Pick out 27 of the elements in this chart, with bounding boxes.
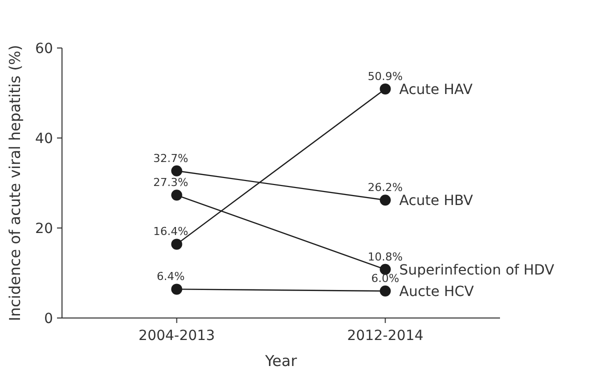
y-tick-label: 60 [35, 41, 53, 57]
x-tick-label: 2012-2014 [347, 328, 424, 344]
data-label: 10.8% [368, 250, 403, 264]
x-axis-title: Year [264, 352, 298, 370]
data-label: 26.2% [368, 181, 403, 194]
data-label: 6.4% [156, 270, 185, 284]
point [171, 165, 182, 176]
point [171, 238, 182, 250]
x-tick-label: 2004-2013 [138, 328, 215, 344]
data-label: 50.9% [368, 70, 403, 83]
data-label: 27.3% [153, 176, 188, 190]
data-label: 16.4% [153, 225, 188, 238]
point [171, 284, 182, 295]
y-axis-title: Incidence of acute viral hepatitis (%) [6, 44, 24, 322]
series-label: Superinfection of HDV [399, 262, 555, 278]
series-label: Acute HAV [399, 82, 473, 98]
y-tick-label: 0 [44, 311, 53, 327]
data-label: 6.0% [371, 272, 400, 285]
point [380, 286, 391, 296]
series-label: Acute HBV [399, 193, 474, 210]
point [171, 190, 182, 201]
y-tick-label: 20 [35, 221, 53, 237]
data-label: 32.7% [153, 152, 188, 165]
series-label: Aucte HCV [399, 284, 474, 300]
y-tick-label: 40 [35, 131, 53, 147]
point [380, 194, 391, 206]
point [380, 83, 391, 94]
